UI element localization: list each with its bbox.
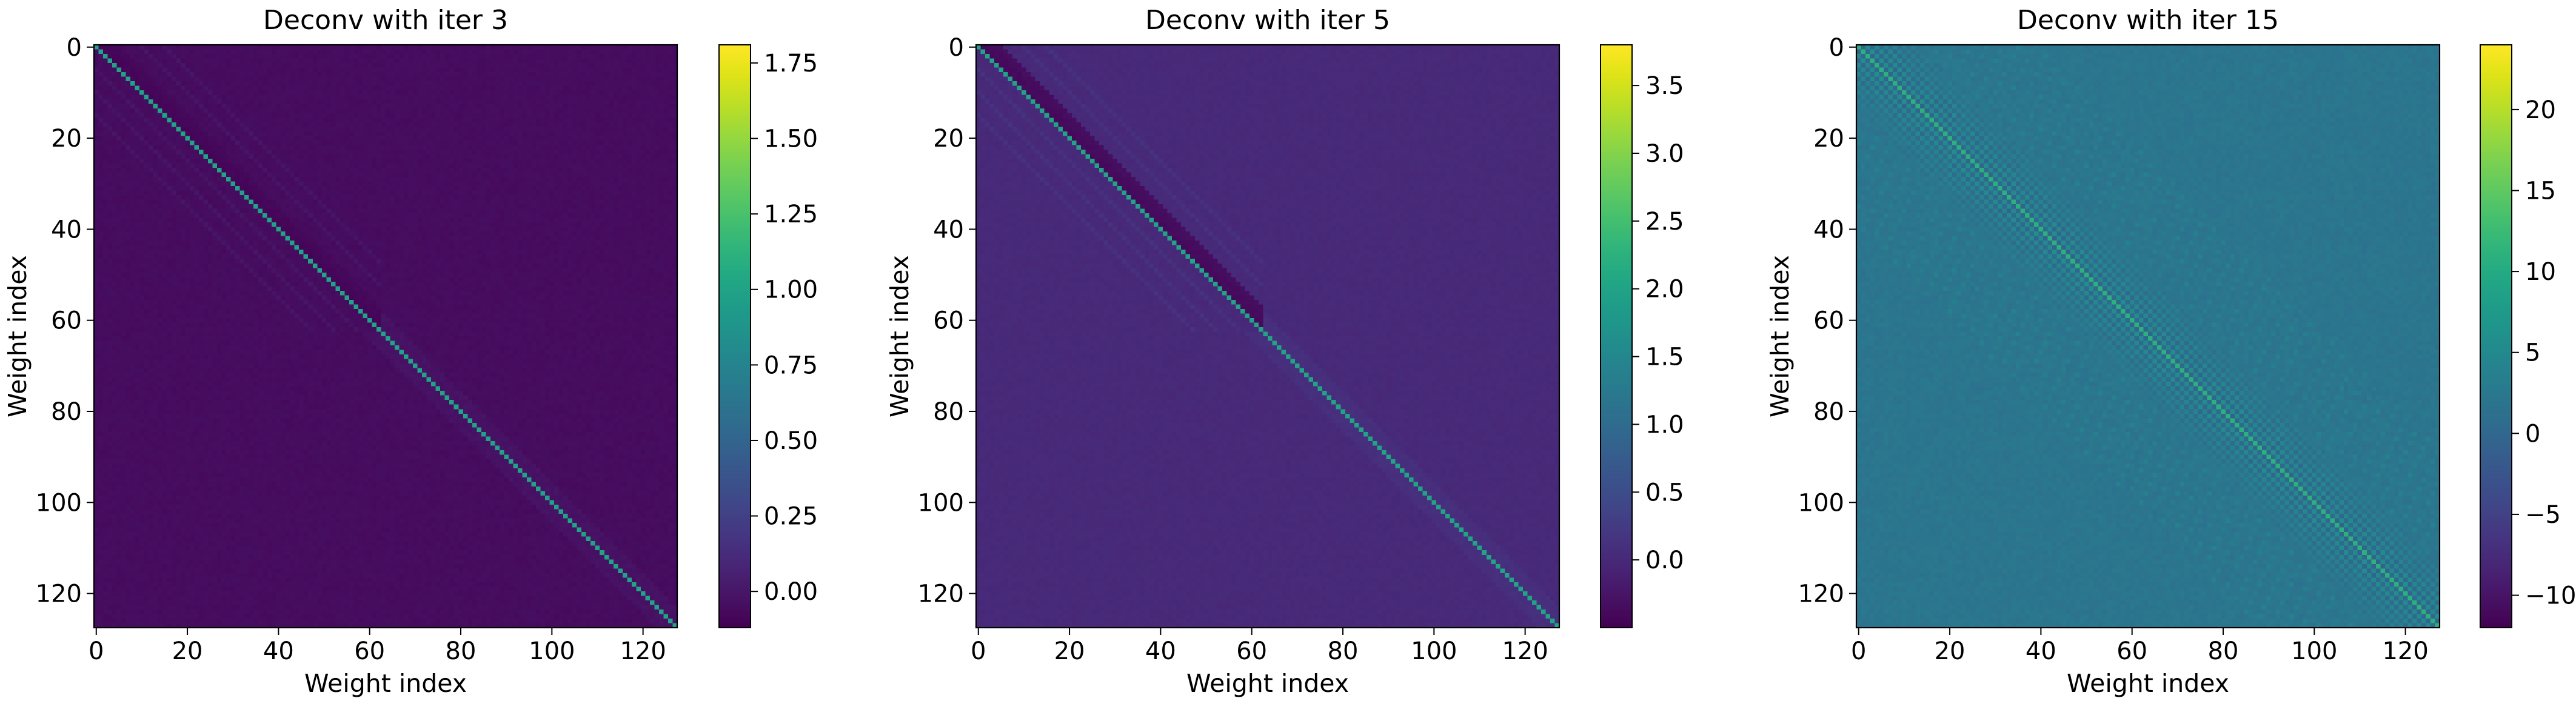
y-tick-label: 0 — [1829, 34, 1844, 62]
colorbar-tick-label: 2.5 — [1645, 208, 1684, 236]
y-tick-label: 0 — [949, 34, 964, 62]
x-tick-label: 40 — [2026, 637, 2056, 665]
colorbar-gradient — [719, 45, 751, 628]
panel-iter-3: Deconv with iter 3 Weight index Weight i… — [3, 5, 818, 698]
x-tick-label: 60 — [2116, 637, 2147, 665]
x-tick-label: 100 — [529, 637, 575, 665]
colorbar-tick-label: −5 — [2525, 501, 2561, 529]
y-tick-label: 40 — [933, 216, 964, 244]
y-tick-label: 20 — [1813, 125, 1844, 153]
y-tick-label: 100 — [1798, 489, 1844, 517]
colorbar-tick-label: 0.50 — [764, 427, 818, 455]
x-axis-label: Weight index — [2067, 669, 2229, 698]
x-tick-label: 80 — [2208, 637, 2239, 665]
colorbar-tick-label: 0 — [2525, 420, 2540, 448]
colorbar-frame — [1600, 44, 1633, 628]
y-tick-label: 60 — [51, 307, 82, 335]
x-tick-label: 40 — [1145, 637, 1176, 665]
colorbar-tick-label: 0.00 — [764, 578, 818, 606]
colorbar-tick-label: 0.75 — [764, 351, 818, 379]
x-tick-label: 20 — [1054, 637, 1085, 665]
colorbar-frame — [2480, 44, 2512, 628]
y-tick-label: 20 — [51, 125, 82, 153]
x-tick-label: 100 — [1411, 637, 1457, 665]
x-tick-label: 60 — [1236, 637, 1267, 665]
y-tick-label: 0 — [67, 34, 82, 62]
chart-title: Deconv with iter 3 — [263, 5, 508, 36]
y-tick-label: 80 — [1813, 398, 1844, 426]
y-tick-label: 80 — [51, 398, 82, 426]
x-tick-label: 80 — [1328, 637, 1359, 665]
x-tick-label: 80 — [446, 637, 477, 665]
plot-frame — [975, 44, 1561, 629]
plot-frame — [93, 44, 678, 629]
plot-frame — [1855, 44, 2441, 629]
y-tick-label: 60 — [1813, 307, 1844, 335]
colorbar-frame — [718, 44, 751, 628]
panel-iter-15: Deconv with iter 15 Weight index Weight … — [1765, 5, 2576, 698]
colorbar-tick-label: 1.5 — [1645, 344, 1684, 371]
colorbar-gradient — [1601, 45, 1632, 628]
x-tick-label: 100 — [2291, 637, 2337, 665]
colorbar-tick-label: −10 — [2525, 582, 2576, 610]
x-tick-label: 0 — [1851, 637, 1866, 665]
panel-iter-5: Deconv with iter 5 Weight index Weight i… — [885, 5, 1684, 698]
y-axis-label: Weight index — [1765, 255, 1795, 417]
heatmap-image — [1856, 45, 2440, 628]
y-tick-label: 120 — [918, 580, 964, 608]
colorbar-tick-label: 0.0 — [1645, 546, 1684, 574]
colorbar-tick-label: 3.0 — [1645, 140, 1684, 168]
y-tick-label: 80 — [933, 398, 964, 426]
x-tick-label: 120 — [2382, 637, 2428, 665]
chart-title: Deconv with iter 5 — [1145, 5, 1390, 36]
x-axis-label: Weight index — [1186, 669, 1349, 698]
x-tick-label: 0 — [971, 637, 986, 665]
y-tick-label: 100 — [918, 489, 964, 517]
x-tick-label: 120 — [620, 637, 666, 665]
x-tick-label: 0 — [89, 637, 104, 665]
colorbar-gradient — [2480, 45, 2512, 628]
x-tick-label: 120 — [1502, 637, 1548, 665]
colorbar-tick-label: 1.00 — [764, 276, 818, 304]
y-tick-label: 20 — [933, 125, 964, 153]
colorbar-tick-label: 10 — [2525, 258, 2556, 286]
y-axis-label: Weight index — [3, 255, 32, 417]
x-tick-label: 20 — [1935, 637, 1965, 665]
x-axis-label: Weight index — [304, 669, 467, 698]
y-tick-label: 40 — [1813, 216, 1844, 244]
y-tick-label: 100 — [36, 489, 82, 517]
colorbar-tick-label: 1.0 — [1645, 411, 1684, 439]
colorbar-tick-label: 0.25 — [764, 503, 818, 531]
heatmap-image — [976, 45, 1559, 628]
colorbar-tick-label: 0.5 — [1645, 479, 1684, 506]
x-tick-label: 40 — [263, 637, 294, 665]
heatmap-image — [94, 45, 677, 628]
colorbar-tick-label: 5 — [2525, 339, 2540, 367]
colorbar-tick-label: 1.75 — [764, 50, 818, 78]
colorbar-tick-label: 1.50 — [764, 125, 818, 153]
y-tick-label: 60 — [933, 307, 964, 335]
colorbar-tick-label: 3.5 — [1645, 72, 1684, 100]
x-tick-label: 60 — [354, 637, 385, 665]
x-tick-label: 20 — [172, 637, 203, 665]
colorbar-tick-label: 1.25 — [764, 201, 818, 228]
y-tick-label: 120 — [1798, 580, 1844, 608]
colorbar-tick-label: 15 — [2525, 178, 2556, 205]
colorbar-tick-label: 2.0 — [1645, 276, 1684, 304]
y-tick-label: 120 — [36, 580, 82, 608]
y-tick-label: 40 — [51, 216, 82, 244]
chart-title: Deconv with iter 15 — [2017, 5, 2279, 36]
colorbar-tick-label: 20 — [2525, 96, 2556, 124]
y-axis-label: Weight index — [885, 255, 914, 417]
